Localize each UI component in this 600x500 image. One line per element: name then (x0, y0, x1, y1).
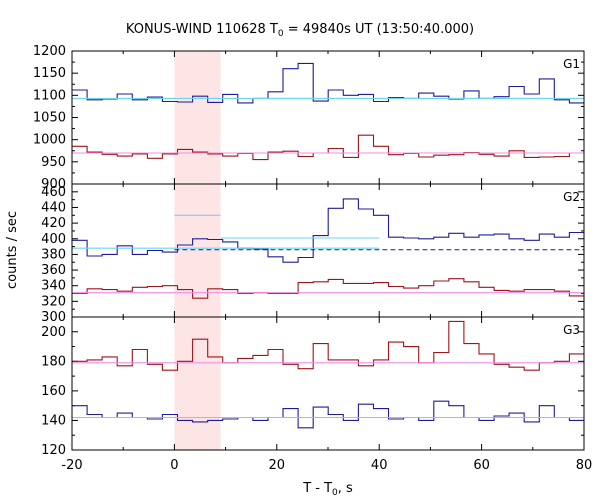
x-axis-label: T - T0, s (302, 481, 353, 498)
panel-label: G2 (563, 190, 580, 204)
chart-title: KONUS-WIND 110628 T0 = 49840s UT (13:50:… (126, 22, 474, 39)
series-red-0 (72, 320, 584, 371)
series-blue-0 (72, 62, 584, 104)
y-tick-label: 1100 (33, 88, 66, 103)
series-red-1 (72, 133, 584, 161)
highlight-band (174, 51, 221, 450)
y-tick-label: 340 (41, 279, 66, 294)
panel-frame (71, 316, 585, 451)
y-tick-label: 950 (41, 155, 66, 170)
y-tick-label: 1000 (33, 133, 66, 148)
panel-frame (71, 50, 585, 185)
x-tick-label: 60 (473, 458, 490, 473)
series-red-1 (72, 278, 584, 303)
x-tick-label: 20 (269, 458, 286, 473)
panel-label: G1 (563, 57, 580, 71)
y-tick-label: 440 (41, 200, 66, 215)
y-tick-label: 160 (41, 384, 66, 399)
y-tick-label: 120 (41, 443, 66, 458)
y-tick-label: 1050 (33, 111, 66, 126)
series-blue-1 (72, 400, 584, 429)
y-tick-label: 320 (41, 294, 66, 309)
y-axis-label: counts / sec (5, 211, 20, 289)
x-tick-label: -20 (61, 458, 82, 473)
y-tick-label: 180 (41, 354, 66, 369)
panel-g1: 900 950 1000 1050 1100 1150 1200 G1 (33, 44, 585, 192)
y-tick-label: 1200 (33, 44, 66, 59)
panel-g3: 120 140 160 180 200 G3 (41, 316, 585, 458)
y-tick-label: 420 (41, 216, 66, 231)
y-tick-label: 380 (41, 247, 66, 262)
panel-label: G3 (563, 323, 580, 337)
y-tick-label: 300 (41, 310, 66, 325)
y-tick-label: 140 (41, 413, 66, 428)
y-tick-label: 900 (41, 177, 66, 192)
y-tick-label: 400 (41, 232, 66, 247)
y-tick-label: 1150 (33, 66, 66, 81)
y-tick-label: 200 (41, 325, 66, 340)
x-tick-label: 40 (371, 458, 388, 473)
series-blue-0 (72, 198, 584, 272)
x-tick-label: 80 (576, 458, 593, 473)
y-tick-label: 460 (41, 185, 66, 200)
y-tick-label: 360 (41, 263, 66, 278)
x-tick-label: 0 (170, 458, 178, 473)
panels-group: 90095010001050110011501200G1300320340360… (33, 44, 593, 473)
